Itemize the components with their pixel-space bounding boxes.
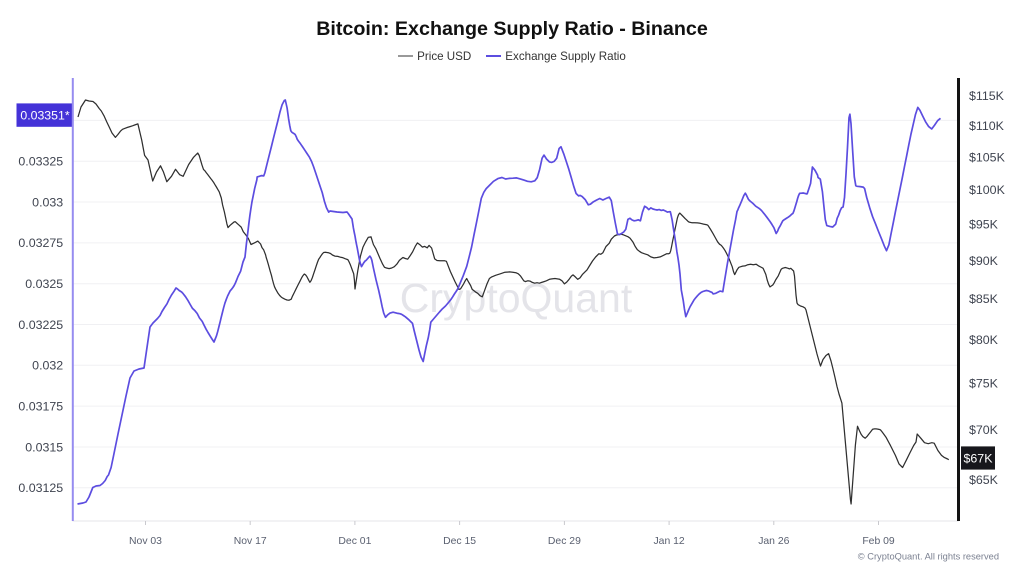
svg-text:$65K: $65K — [969, 473, 999, 487]
svg-text:$110K: $110K — [969, 119, 1005, 133]
svg-text:Jan 12: Jan 12 — [653, 536, 684, 547]
svg-text:$75K: $75K — [969, 376, 999, 390]
svg-text:$90K: $90K — [969, 254, 999, 268]
svg-text:Dec 01: Dec 01 — [338, 536, 371, 547]
svg-text:Jan 26: Jan 26 — [758, 536, 789, 547]
svg-text:$70K: $70K — [969, 423, 999, 437]
svg-text:Nov 17: Nov 17 — [234, 536, 267, 547]
svg-text:0.032: 0.032 — [32, 359, 63, 373]
svg-text:0.03175: 0.03175 — [18, 399, 63, 413]
svg-text:Feb 09: Feb 09 — [862, 536, 895, 547]
svg-text:$80K: $80K — [969, 333, 999, 347]
svg-text:$100K: $100K — [969, 183, 1006, 197]
svg-text:$105K: $105K — [969, 150, 1006, 164]
svg-text:0.03225: 0.03225 — [18, 318, 63, 332]
svg-text:CryptoQuant: CryptoQuant — [400, 275, 633, 321]
svg-text:0.03351*: 0.03351* — [20, 109, 69, 123]
svg-text:© CryptoQuant. All rights rese: © CryptoQuant. All rights reserved — [858, 552, 999, 562]
svg-text:$67K: $67K — [964, 451, 994, 465]
svg-text:Nov 03: Nov 03 — [129, 536, 162, 547]
svg-text:0.03325: 0.03325 — [18, 155, 63, 169]
svg-text:Dec 15: Dec 15 — [443, 536, 476, 547]
svg-text:0.0325: 0.0325 — [25, 277, 63, 291]
svg-text:0.03125: 0.03125 — [18, 481, 63, 495]
svg-text:$85K: $85K — [969, 292, 999, 306]
svg-text:Dec 29: Dec 29 — [548, 536, 581, 547]
svg-text:$95K: $95K — [969, 218, 999, 232]
svg-text:0.0315: 0.0315 — [25, 440, 63, 454]
svg-text:$115K: $115K — [969, 89, 1005, 103]
svg-text:0.033: 0.033 — [32, 195, 63, 209]
svg-text:0.03275: 0.03275 — [18, 236, 63, 250]
